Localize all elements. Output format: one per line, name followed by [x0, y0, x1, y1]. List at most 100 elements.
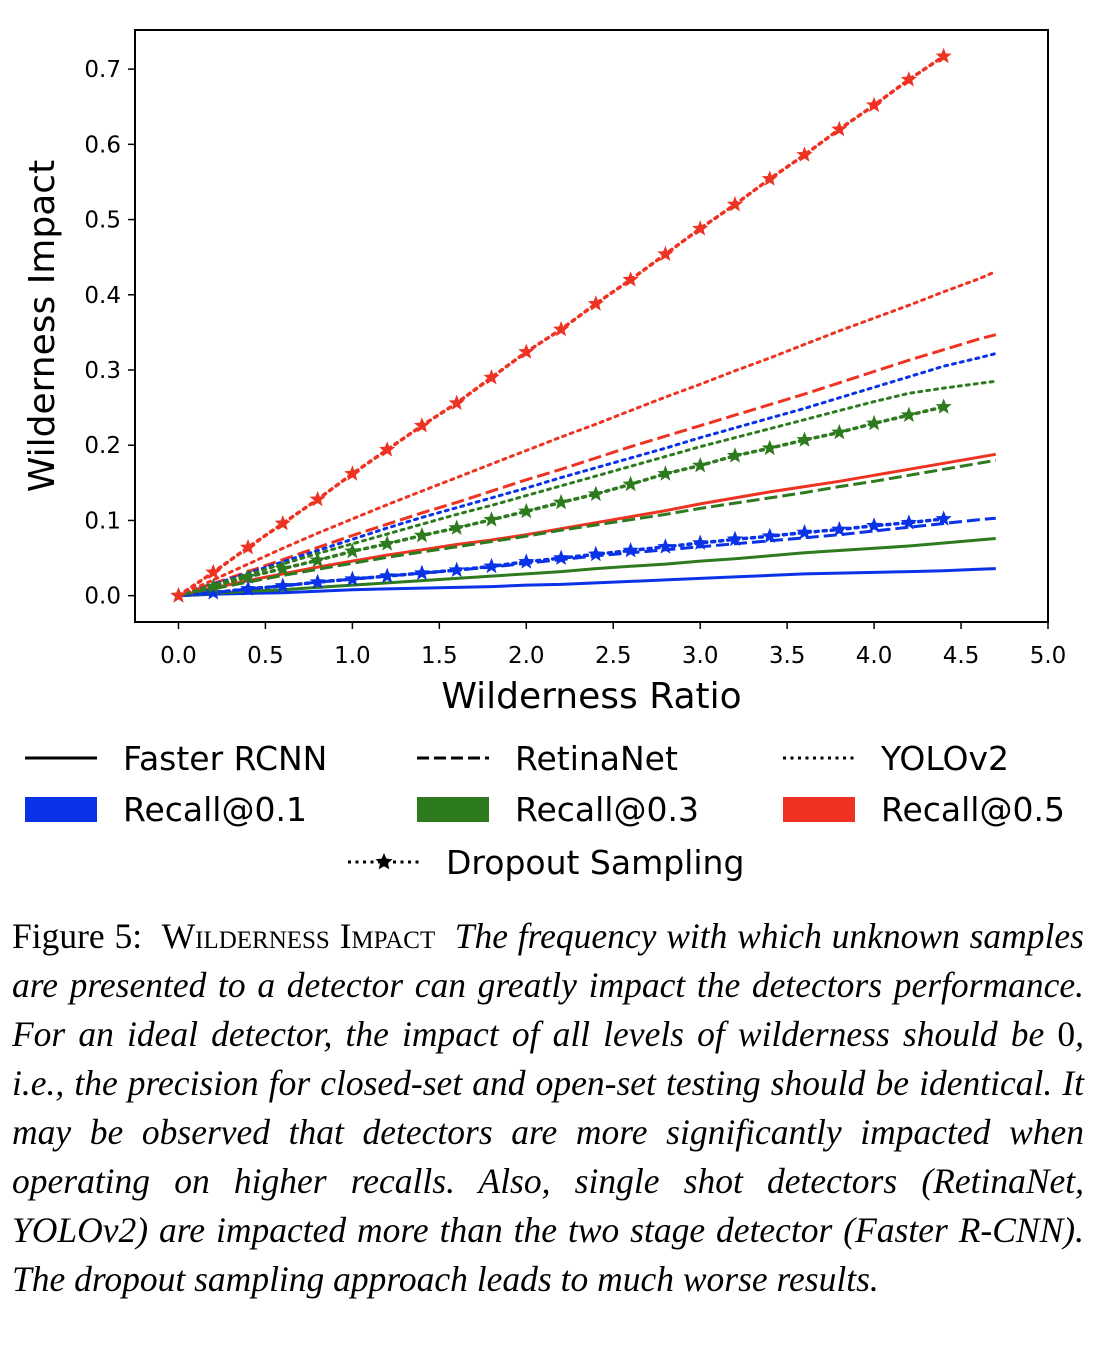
y-axis-label: Wilderness Impact	[22, 160, 63, 492]
dropout-recall-0-1-marker-3	[274, 577, 291, 593]
dropout-recall-0-1-marker-12	[587, 545, 604, 562]
legend-patch-recall-0-1	[25, 797, 97, 822]
y-tick-label-7: 0.7	[84, 57, 121, 83]
dropout-recall-0-1-marker-9	[483, 557, 500, 574]
legend-label-recall-0-5: Recall@0.5	[881, 790, 1065, 829]
caption-figure-label: Figure 5:	[12, 916, 143, 956]
dropout-recall-0-3-marker-6	[379, 535, 396, 551]
dropout-recall-0-1-marker-17	[761, 527, 778, 544]
legend-label-dropout-sampling: Dropout Sampling	[446, 843, 744, 882]
dropout-recall-0-5-marker-6	[379, 441, 396, 457]
dropout-recall-0-1-marker-4	[309, 573, 326, 589]
dropout-recall-0-3-marker-19	[831, 423, 848, 440]
dropout-recall-0-1-marker-10	[518, 553, 535, 569]
dropout-recall-0-3-marker-9	[483, 511, 500, 527]
legend-label-yolov2: YOLOv2	[880, 739, 1009, 778]
dropout-recall-0-1-marker-1	[205, 584, 222, 600]
dropout-recall-0-1-marker-8	[448, 561, 465, 577]
dropout-recall-0-3-marker-8	[448, 519, 465, 535]
y-tick-label-4: 0.4	[84, 283, 121, 309]
dropout-recall-0-5-marker-9	[483, 369, 500, 385]
y-tick-label-1: 0.1	[84, 508, 121, 534]
dropout-recall-0-3-marker-2	[240, 568, 257, 584]
dropout-recall-0-5-marker-0	[170, 587, 187, 603]
dropout-recall-0-3-marker-12	[587, 485, 604, 501]
dropout-recall-0-1-marker-7	[413, 564, 430, 580]
dropout-recall-0-5-marker-3	[274, 515, 291, 531]
series-line-retinanet-recall-0-3	[178, 458, 997, 598]
y-axis-ticks: 0.0 0.1 0.2 0.3 0.4 0.5 0.6 0.7	[84, 57, 135, 610]
dropout-recall-0-3-marker-15	[692, 457, 709, 473]
series-line-faster-rcnn-recall-0-5	[178, 452, 997, 598]
dropout-recall-0-3-marker-18	[796, 431, 813, 447]
dropout-recall-0-3-marker-1	[205, 578, 222, 594]
dropout-recall-0-3-marker-16	[726, 447, 744, 463]
dropout-recall-0-1-marker-20	[866, 517, 883, 533]
x-tick-label-9: 4.5	[943, 643, 980, 669]
dropout-recall-0-5-marker-20	[866, 96, 883, 113]
dropout-recall-0-5-marker-13	[622, 271, 639, 287]
dropout-recall-0-5-marker-22	[935, 47, 952, 64]
dropout-recall-0-5-marker-17	[761, 170, 778, 186]
dropout-recall-0-5-marker-5	[344, 465, 361, 481]
series-line-retinanet-recall-0-5	[178, 333, 997, 598]
y-tick-label-5: 0.5	[84, 208, 121, 234]
plot-frame	[134, 29, 1049, 623]
y-tick-label-3: 0.3	[84, 358, 121, 384]
dropout-recall-0-1-marker-15	[692, 534, 709, 550]
series-line-yolov2-recall-0-5	[177, 270, 998, 598]
x-tick-label-5: 2.5	[595, 643, 632, 669]
dropout-recall-0-3-marker-7	[413, 527, 430, 543]
dropout-recall-0-3-marker-10	[518, 502, 535, 519]
caption-body-part1: The frequency with which unknown samples…	[12, 916, 1084, 1054]
dropout-recall-0-1-marker-18	[796, 524, 813, 540]
dropout-recall-0-5-marker-18	[796, 146, 813, 162]
y-tick-label-6: 0.6	[84, 132, 121, 158]
caption-zero: 0	[1057, 1014, 1076, 1054]
dropout-recall-0-3-marker-5	[344, 542, 361, 559]
dropout-recall-0-1-marker-6	[379, 567, 396, 583]
x-tick-label-6: 3.0	[682, 643, 719, 669]
dropout-recall-0-5-marker-19	[831, 120, 848, 137]
caption-body-part2: , i.e., the precision for closed-set and…	[12, 1014, 1084, 1299]
dropout-recall-0-3-marker-4	[309, 551, 326, 568]
dropout-recall-0-5-marker-1	[205, 563, 222, 580]
series-line-faster-rcnn-recall-0-3	[178, 537, 996, 598]
x-tick-label-2: 1.0	[334, 643, 371, 669]
legend-label-retinanet: RetinaNet	[515, 739, 678, 778]
dropout-recall-0-3-marker-20	[866, 414, 883, 431]
legend-label-recall-0-3: Recall@0.3	[515, 790, 699, 829]
series-line-yolov2-recall-0-1	[177, 352, 998, 598]
dropout-recall-0-5-marker-7	[413, 417, 430, 433]
dropout-recall-0-3-marker-3	[274, 560, 291, 576]
x-tick-label-1: 0.5	[247, 643, 284, 669]
y-tick-label-2: 0.2	[84, 433, 121, 459]
dropout-recall-0-1-marker-21	[900, 514, 917, 530]
x-tick-label-3: 1.5	[421, 643, 458, 669]
caption-title: Wilderness Impact	[161, 916, 436, 956]
dropout-recall-0-5-marker-4	[309, 490, 326, 507]
x-tick-label-8: 4.0	[856, 643, 893, 669]
dropout-recall-0-3-marker-14	[657, 465, 674, 481]
legend-patch-recall-0-3	[417, 797, 489, 822]
dropout-recall-0-5-marker-12	[587, 295, 604, 311]
dropout-recall-0-3-marker-22	[935, 398, 952, 414]
y-tick-label-0: 0.0	[84, 584, 121, 610]
dropout-recall-0-3-marker-17	[761, 439, 778, 456]
legend-label-faster-rcnn: Faster RCNN	[123, 739, 327, 778]
dropout-series-layer	[170, 47, 952, 603]
series-line-faster-rcnn-recall-0-1	[178, 567, 996, 598]
dropout-recall-0-3-marker-13	[622, 475, 639, 492]
dropout-recall-0-1-marker-13	[622, 542, 639, 558]
x-axis-ticks: 0.0 0.5 1.0 1.5 2.0 2.5 3.0 3.5 4.0 4.5 5.0	[160, 622, 1066, 669]
dropout-recall-0-1-marker-19	[831, 521, 848, 537]
chart-legend: Faster RCNN RetinaNet YOLOv2 Recall@0.1 …	[25, 739, 1065, 882]
dropout-recall-0-5-marker-2	[240, 539, 257, 555]
dropout-recall-0-3-marker-11	[553, 493, 570, 510]
x-tick-label-7: 3.5	[769, 643, 806, 669]
dropout-recall-0-1-marker-5	[344, 570, 361, 586]
x-tick-label-0: 0.0	[160, 643, 197, 669]
dropout-recall-0-5-marker-8	[448, 394, 465, 410]
dropout-recall-0-5-marker-21	[900, 71, 917, 87]
legend-patch-recall-0-5	[783, 797, 855, 822]
